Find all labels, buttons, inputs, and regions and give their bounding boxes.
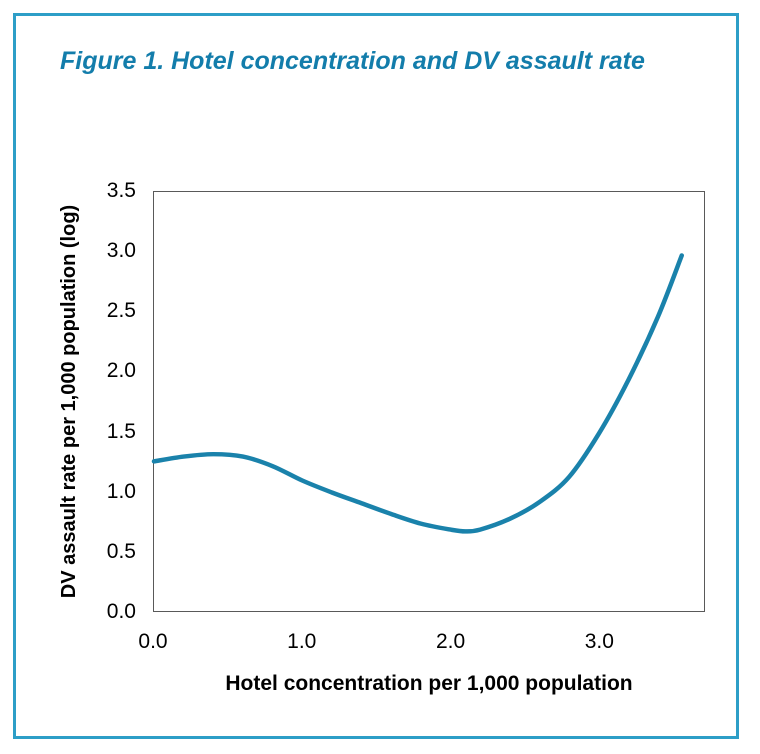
y-tick-label: 2.5 (106, 299, 136, 323)
y-tick-label: 2.0 (106, 359, 136, 383)
x-tick-label: 0.0 (138, 630, 168, 653)
y-tick-label: 0.0 (106, 600, 136, 623)
y-tick-label: 3.0 (106, 239, 136, 263)
y-tick-label: 1.5 (106, 419, 136, 443)
y-tick-label: 3.5 (106, 179, 136, 202)
y-tick-label: 1.0 (106, 479, 136, 503)
y-tick-label: 0.5 (106, 539, 136, 563)
x-tick-label: 3.0 (584, 630, 614, 653)
trend-line (151, 253, 685, 534)
line-chart (151, 253, 685, 534)
plot-area (151, 191, 705, 612)
x-axis-title: Hotel concentration per 1,000 population (225, 672, 633, 695)
x-tick-label: 1.0 (287, 630, 317, 653)
x-tick-label: 2.0 (435, 630, 466, 653)
figure-title: Figure 1. Hotel concentration and DV ass… (60, 47, 645, 75)
